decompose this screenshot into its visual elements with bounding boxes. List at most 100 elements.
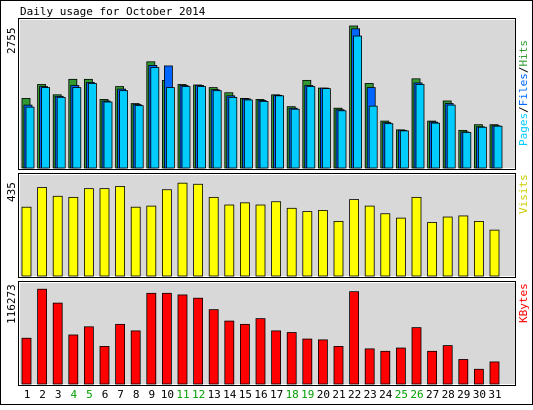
legend-hits: Hits (517, 40, 530, 67)
visits-bar (21, 206, 32, 277)
kbytes-bar (84, 326, 94, 385)
day-label: 29 (457, 388, 470, 401)
visits-bar (317, 210, 328, 277)
pages-bar (243, 99, 253, 169)
kbytes-bar (21, 337, 32, 385)
day-label: 11 (176, 388, 189, 401)
day-label: 5 (86, 388, 93, 401)
visits-bar (349, 199, 360, 277)
visits-bar (239, 202, 250, 277)
pages-bar (384, 123, 394, 169)
pages-bar (399, 130, 409, 169)
day-label: 16 (254, 388, 267, 401)
pages-bar (72, 87, 82, 169)
kbytes-panel (20, 283, 515, 385)
pages-bar (259, 101, 269, 169)
day-label: 23 (364, 388, 377, 401)
kbytes-bar (489, 361, 500, 385)
visits-bar (489, 229, 500, 277)
visits-bar (302, 211, 313, 277)
day-label: 19 (301, 388, 314, 401)
day-label: 28 (442, 388, 455, 401)
legend-pages: Pages (517, 113, 530, 146)
visits-bar (411, 196, 422, 277)
pages-bar (337, 110, 347, 169)
kbytes-bar (37, 288, 47, 385)
kbytes-bar (177, 294, 188, 385)
legend-files: Files (517, 73, 530, 106)
visits-bar (161, 189, 172, 277)
visits-bar (473, 221, 484, 277)
kbytes-bar (427, 350, 438, 385)
pages-bar (321, 88, 331, 169)
pages-bar (477, 126, 487, 169)
day-label: 30 (473, 388, 486, 401)
kbytes-bar (411, 327, 422, 385)
day-label: 10 (161, 388, 174, 401)
kbytes-bar (115, 323, 125, 385)
kbytes-bar (458, 359, 469, 385)
visits-ymax-label: 435 (5, 182, 18, 202)
pages-bar (275, 95, 285, 169)
visits-legend: Visits (517, 174, 530, 214)
pages-bar (493, 125, 503, 169)
pages-bar (415, 84, 425, 169)
pages-bar (197, 86, 207, 169)
visits-panel-frame (18, 173, 516, 278)
kbytes-bar (130, 330, 141, 385)
visits-bar (395, 217, 406, 277)
pages-bar (212, 90, 222, 169)
visits-bar (380, 213, 391, 277)
day-label: 9 (148, 388, 155, 401)
pages-bar (103, 101, 113, 169)
visits-panel (20, 175, 515, 277)
day-label: 2 (39, 388, 46, 401)
visits-bar (130, 206, 141, 277)
kbytes-legend: KBytes (517, 283, 530, 323)
kbytes-bar (317, 339, 328, 385)
kbytes-bar (193, 297, 204, 385)
visits-bar (427, 222, 438, 277)
visits-bar (442, 216, 453, 277)
pages-bar (150, 67, 160, 169)
kbytes-bar (239, 323, 250, 385)
pages-bar (56, 96, 66, 169)
day-label: 8 (133, 388, 140, 401)
visits-bar (99, 188, 110, 277)
day-label: 20 (317, 388, 330, 401)
day-label: 12 (192, 388, 205, 401)
kbytes-bar (286, 332, 297, 385)
legend-separator: / (517, 67, 530, 74)
kbytes-bar (161, 292, 172, 385)
kbytes-bar (380, 350, 391, 385)
kbytes-bar (349, 291, 360, 385)
kbytes-bar (271, 330, 282, 385)
pages-bar (431, 122, 441, 169)
visits-bar (208, 196, 219, 277)
day-label: 24 (379, 388, 393, 401)
kbytes-bar (364, 348, 375, 385)
day-label: 21 (332, 388, 345, 401)
hits-ymax-label: 2755 (5, 28, 18, 55)
pages-bar (290, 108, 300, 169)
hits-panel (20, 20, 515, 169)
day-label: 1 (24, 388, 31, 401)
kbytes-bar (146, 292, 157, 385)
visits-bar (333, 221, 344, 277)
visits-bar (458, 215, 469, 277)
hits-panel-frame (18, 18, 516, 170)
visits-bar (286, 207, 297, 277)
visits-bar (115, 186, 125, 277)
visits-bar (224, 204, 235, 277)
pages-bar (119, 90, 128, 169)
kbytes-bar (255, 318, 266, 385)
kbytes-bar (395, 347, 406, 385)
day-label: 22 (348, 388, 361, 401)
kbytes-bar (208, 309, 219, 385)
pages-bar (368, 105, 378, 169)
kbytes-bar (224, 320, 235, 385)
day-label: 7 (117, 388, 124, 401)
visits-bar (37, 187, 47, 277)
